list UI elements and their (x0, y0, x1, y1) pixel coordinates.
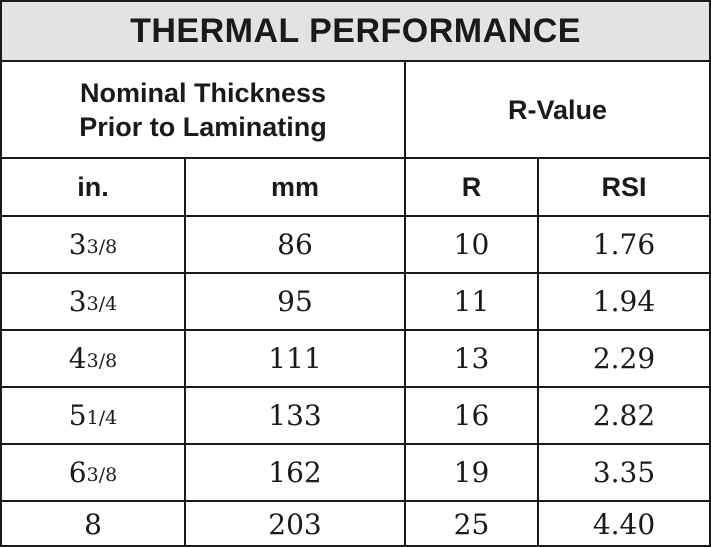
header-nominal-thickness: Nominal Thickness Prior to Laminating (2, 62, 406, 159)
unit-header-row: in. mm R RSI (2, 159, 709, 217)
cell-rsi: 1.76 (592, 228, 656, 261)
cell-r: 11 (406, 274, 539, 329)
cell-in-whole: 6 (68, 456, 87, 489)
table-row: 6 3/8 162 19 3.35 (2, 445, 709, 502)
col-header-in: in. (2, 159, 186, 215)
cell-in: 3 3/4 (2, 274, 186, 329)
table-row: 5 1/4 133 16 2.82 (2, 388, 709, 445)
cell-in-fraction: 3/8 (86, 349, 118, 372)
cell-mm: 162 (186, 445, 406, 500)
cell-in-whole: 5 (68, 399, 87, 432)
cell-r: 16 (406, 388, 539, 443)
cell-in-whole: 4 (68, 342, 87, 375)
cell-in-fraction: 3/4 (86, 292, 118, 315)
cell-in: 5 1/4 (2, 388, 186, 443)
cell-in-fraction: 3/8 (86, 235, 118, 258)
cell-rsi: 2.82 (592, 399, 656, 432)
cell-in-whole: 3 (68, 228, 87, 261)
col-header-r: R (406, 159, 539, 215)
cell-rsi: 3.35 (592, 456, 656, 489)
cell-rsi: 4.40 (592, 508, 656, 541)
table-row: 8 203 25 4.40 (2, 502, 709, 547)
cell-mm: 86 (186, 217, 406, 272)
table-row: 3 3/8 86 10 1.76 (2, 217, 709, 274)
cell-in-whole: 8 (84, 508, 102, 541)
header-nominal-thickness-line1: Nominal Thickness (79, 77, 327, 108)
cell-r: 10 (406, 217, 539, 272)
cell-in: 6 3/8 (2, 445, 186, 500)
cell-rsi: 2.29 (592, 342, 656, 375)
cell-mm: 111 (186, 331, 406, 386)
cell-in-whole: 3 (68, 285, 87, 318)
table-row: 3 3/4 95 11 1.94 (2, 274, 709, 331)
cell-rsi: 1.94 (592, 285, 656, 318)
table-title: THERMAL PERFORMANCE (2, 2, 709, 62)
cell-r: 19 (406, 445, 539, 500)
header-r-value: R-Value (406, 62, 709, 159)
col-header-mm: mm (186, 159, 406, 215)
cell-in: 8 (2, 502, 186, 547)
cell-r: 25 (406, 502, 539, 547)
cell-mm: 95 (186, 274, 406, 329)
cell-r: 13 (406, 331, 539, 386)
cell-in-fraction: 3/8 (86, 463, 118, 486)
cell-mm: 133 (186, 388, 406, 443)
header-nominal-thickness-line2: Prior to Laminating (79, 111, 327, 142)
cell-in: 4 3/8 (2, 331, 186, 386)
cell-in: 3 3/8 (2, 217, 186, 272)
cell-mm: 203 (186, 502, 406, 547)
col-header-rsi: RSI (601, 171, 647, 202)
cell-in-fraction: 1/4 (86, 406, 118, 429)
table-row: 4 3/8 111 13 2.29 (2, 331, 709, 388)
